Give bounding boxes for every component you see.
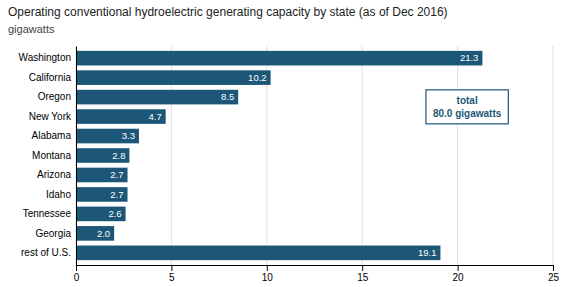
y-tick: Arizona: [37, 169, 76, 180]
y-axis-line: [76, 47, 77, 266]
data-label: 2.0: [97, 228, 110, 239]
subtitle: gigawatts: [8, 23, 55, 35]
y-tick: New York: [29, 111, 76, 122]
bar: [76, 187, 128, 202]
bar: [76, 129, 139, 144]
bar: [76, 148, 129, 163]
grid-line: [553, 46, 554, 265]
x-tick-mark: [267, 265, 268, 271]
data-label: 2.6: [108, 208, 121, 219]
y-axis: Washington California Oregon New York Alabam…: [19, 47, 77, 266]
bars: [76, 51, 482, 260]
x-tick: 20: [453, 265, 465, 283]
x-tick-mark: [458, 265, 459, 271]
bar: [76, 109, 166, 124]
chart: Operating conventional hydroelectric gen…: [0, 0, 571, 287]
y-tick-label: Arizona: [37, 169, 71, 180]
bar: [76, 226, 114, 241]
x-tick-mark: [553, 265, 554, 271]
x-axis-line: [77, 265, 554, 266]
data-label: 8.5: [221, 91, 234, 102]
x-tick-label: 5: [169, 272, 175, 283]
data-label: 2.7: [110, 169, 123, 180]
data-labels: 21.3 10.2 8.5 4.7 3.3 2.8 2.7 2.7 2.6 2.0 19.1: [97, 52, 478, 258]
x-tick-mark: [171, 265, 172, 271]
x-tick: 15: [357, 265, 369, 283]
x-tick-label: 0: [74, 272, 80, 283]
data-label: 2.7: [110, 189, 123, 200]
grid-line: [362, 46, 363, 265]
y-tick: rest of U.S.: [21, 247, 76, 258]
grid: [76, 46, 553, 265]
x-tick: 5: [169, 265, 175, 283]
annotation-text: total: [457, 95, 478, 106]
x-tick: 0: [74, 265, 80, 283]
x-tick-label: 15: [357, 272, 369, 283]
y-tick-label: California: [29, 72, 72, 83]
y-tick-label: Tennessee: [23, 208, 72, 219]
y-tick: Oregon: [38, 91, 76, 102]
x-axis: 0 5 10 15 20 25: [74, 265, 560, 283]
y-tick-label: Georgia: [35, 228, 71, 239]
y-tick: Idaho: [46, 189, 76, 200]
bar: [76, 207, 126, 222]
x-tick: 25: [548, 265, 560, 283]
x-tick-mark: [76, 265, 77, 271]
x-tick-label: 20: [453, 272, 465, 283]
annotation-box: [426, 90, 508, 124]
data-label: 19.1: [418, 247, 437, 258]
annotation-text: 80.0 gigawatts: [433, 108, 502, 119]
x-tick-label: 10: [262, 272, 274, 283]
y-tick-label: Idaho: [46, 189, 71, 200]
y-tick: California: [29, 72, 76, 83]
title: Operating conventional hydroelectric gen…: [8, 5, 448, 19]
y-tick-label: New York: [29, 111, 72, 122]
plot: 0 5 10 15 20 25 Washington California Oregon New …: [19, 46, 560, 283]
bar: [76, 246, 440, 261]
data-label: 2.8: [112, 150, 125, 161]
y-tick: Alabama: [32, 130, 76, 141]
y-tick: Washington: [19, 52, 76, 63]
grid-line: [457, 46, 458, 265]
data-label: 4.7: [148, 111, 161, 122]
y-tick-label: Oregon: [38, 91, 71, 102]
data-label: 3.3: [122, 130, 135, 141]
y-tick-label: Montana: [32, 150, 71, 161]
x-tick-label: 25: [548, 272, 560, 283]
bar: [76, 51, 482, 66]
x-tick-mark: [362, 265, 363, 271]
y-tick-label: rest of U.S.: [21, 247, 71, 258]
y-tick: Georgia: [35, 228, 76, 239]
bar: [76, 70, 271, 85]
data-label: 10.2: [248, 72, 267, 83]
bar: [76, 168, 128, 183]
y-tick-label: Washington: [19, 52, 71, 63]
annotation: total 80.0 gigawatts: [426, 90, 508, 124]
y-tick-label: Alabama: [32, 130, 72, 141]
grid-line: [76, 46, 77, 265]
y-tick: Tennessee: [23, 208, 76, 219]
bar: [76, 90, 238, 105]
x-tick: 10: [262, 265, 274, 283]
y-tick: Montana: [32, 150, 76, 161]
data-label: 21.3: [460, 52, 479, 63]
